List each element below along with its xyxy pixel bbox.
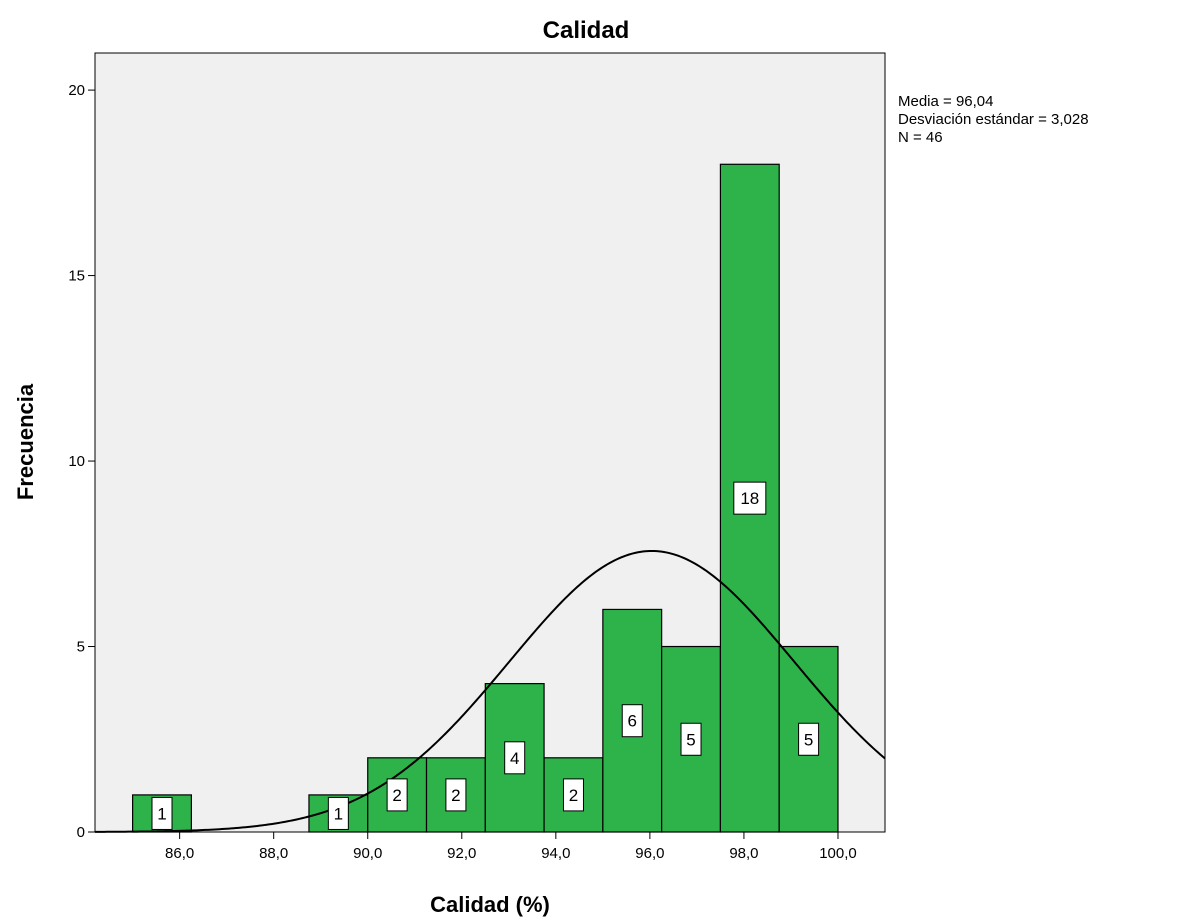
bar-count-label: 1: [327, 796, 349, 830]
bar-count-label: 2: [445, 778, 467, 812]
x-tick-label: 100,0: [819, 845, 857, 862]
stats-n: N = 46: [898, 129, 943, 146]
bar-count-label-text: 2: [392, 786, 401, 805]
bar-count-label-box: [680, 722, 702, 756]
x-tick-label: 90,0: [353, 845, 382, 862]
statistics-legend: Media = 96,04 Desviación estándar = 3,02…: [898, 93, 1089, 146]
bar-count-label: 5: [680, 722, 702, 756]
stats-mean: Media = 96,04: [898, 93, 994, 110]
x-tick-label: 96,0: [635, 845, 664, 862]
x-axis-label: Calidad (%): [430, 892, 550, 917]
chart-title: Calidad: [543, 17, 630, 44]
bar-count-label-text: 18: [740, 489, 759, 508]
stats-std-dev: Desviación estándar = 3,028: [898, 111, 1089, 128]
bar-count-label: 4: [504, 741, 526, 775]
normal-curve: [94, 549, 886, 833]
bar-count-label-box: [798, 722, 820, 756]
bar-count-label: 5: [798, 722, 820, 756]
bar-count-label-text: 5: [686, 730, 695, 749]
bar-count-label-text: 4: [510, 749, 519, 768]
y-tick-label: 10: [68, 453, 85, 470]
x-tick-label: 94,0: [541, 845, 570, 862]
bar-count-label-text: 1: [334, 804, 343, 823]
x-tick-label: 92,0: [447, 845, 476, 862]
x-tick-label: 98,0: [729, 845, 758, 862]
bar-count-label: 6: [621, 704, 643, 738]
y-axis: 0 5 10 15 20: [68, 82, 95, 841]
bar-count-label: 2: [562, 778, 584, 812]
bar-count-label-box: [327, 796, 349, 830]
x-tick-label: 86,0: [165, 845, 194, 862]
bar-labels: 1 1 2 2 4 2 6 5 18 5: [151, 481, 820, 830]
bar-count-label-text: 6: [628, 712, 637, 731]
bar-count-label-text: 2: [451, 786, 460, 805]
bar-count-label-box: [445, 778, 467, 812]
y-tick-label: 5: [77, 639, 85, 656]
bar-count-label-box: [386, 778, 408, 812]
x-tick-label: 88,0: [259, 845, 288, 862]
y-tick-label: 20: [68, 82, 85, 99]
bar-count-label: 2: [386, 778, 408, 812]
bar-count-label: 1: [151, 796, 173, 830]
bar-count-label: 18: [733, 481, 767, 515]
bar-count-label-text: 1: [157, 804, 166, 823]
bar-count-label-box: [562, 778, 584, 812]
y-axis-label: Frecuencia: [13, 383, 38, 500]
bar-count-label-box: [733, 481, 767, 515]
y-tick-label: 15: [68, 268, 85, 285]
bar-count-label-box: [151, 796, 173, 830]
bar-count-label-text: 5: [804, 730, 813, 749]
histogram-bar: [602, 608, 663, 833]
bar-count-label-text: 2: [569, 786, 578, 805]
bar-count-label-box: [621, 704, 643, 738]
bar-count-label-box: [504, 741, 526, 775]
y-tick-label: 0: [77, 824, 85, 841]
x-axis: 86,0 88,0 90,0 92,0 94,0 96,0 98,0 100,0: [165, 832, 857, 862]
